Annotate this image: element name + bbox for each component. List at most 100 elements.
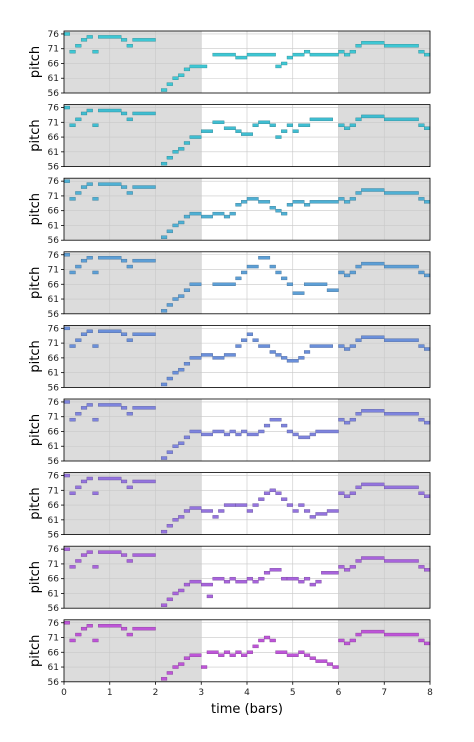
note bbox=[303, 509, 311, 513]
note bbox=[206, 594, 213, 599]
note bbox=[303, 203, 311, 207]
note bbox=[120, 258, 128, 263]
note bbox=[75, 264, 82, 269]
note bbox=[298, 650, 305, 654]
note bbox=[258, 256, 271, 260]
note bbox=[309, 52, 339, 57]
note bbox=[344, 347, 351, 351]
note bbox=[424, 420, 431, 425]
note bbox=[281, 61, 288, 66]
note bbox=[86, 329, 93, 334]
note bbox=[161, 309, 168, 313]
note bbox=[223, 214, 231, 219]
note bbox=[418, 270, 425, 275]
y-tick-label: 76 bbox=[48, 619, 60, 629]
y-axis-label: pitch bbox=[28, 193, 43, 225]
note bbox=[92, 123, 99, 127]
y-axis-label: pitch bbox=[28, 635, 43, 667]
note bbox=[269, 488, 276, 493]
y-tick-label: 61 bbox=[48, 74, 59, 84]
note bbox=[349, 491, 356, 495]
x-axis-label: time (bars) bbox=[211, 702, 283, 717]
y-tick-label: 56 bbox=[48, 310, 60, 320]
note bbox=[235, 432, 242, 437]
note bbox=[223, 650, 231, 654]
note bbox=[178, 588, 185, 593]
note bbox=[246, 332, 253, 336]
y-axis-label: pitch bbox=[28, 340, 43, 372]
panel-4: 56 61 66 71 76 pitch bbox=[28, 251, 431, 320]
panel-3: 56 61 66 71 76 pitch bbox=[28, 177, 431, 246]
note bbox=[212, 52, 236, 57]
note bbox=[252, 503, 259, 507]
note bbox=[166, 524, 173, 528]
y-tick-label: 61 bbox=[48, 148, 59, 158]
note bbox=[212, 211, 225, 216]
y-tick-label: 71 bbox=[48, 45, 59, 55]
note bbox=[275, 353, 282, 357]
x-tick-label: 8 bbox=[427, 688, 433, 698]
y-axis-label: pitch bbox=[28, 487, 43, 519]
note bbox=[298, 123, 311, 127]
note bbox=[338, 638, 345, 643]
note bbox=[229, 429, 236, 434]
y-tick-label: 76 bbox=[48, 30, 60, 40]
y-tick-label: 66 bbox=[48, 207, 60, 217]
note bbox=[424, 568, 431, 572]
y-tick-label: 76 bbox=[48, 251, 60, 261]
note bbox=[235, 203, 242, 207]
note bbox=[258, 497, 265, 501]
note bbox=[189, 653, 202, 657]
note bbox=[201, 432, 213, 437]
note bbox=[235, 650, 242, 654]
y-tick-label: 71 bbox=[48, 486, 59, 496]
note bbox=[189, 429, 202, 434]
note bbox=[223, 579, 231, 584]
note bbox=[424, 200, 431, 204]
note bbox=[189, 211, 202, 216]
panel-frame bbox=[63, 398, 431, 462]
note bbox=[355, 485, 362, 490]
y-tick-label: 71 bbox=[48, 413, 59, 423]
note bbox=[166, 376, 173, 381]
note bbox=[132, 626, 156, 631]
note bbox=[132, 406, 156, 410]
note bbox=[126, 632, 133, 637]
note bbox=[92, 270, 99, 275]
note bbox=[258, 200, 271, 204]
note bbox=[355, 559, 362, 563]
note bbox=[183, 582, 191, 587]
y-tick-label: 56 bbox=[48, 678, 60, 688]
note bbox=[384, 485, 419, 490]
note bbox=[126, 44, 133, 48]
note bbox=[126, 117, 133, 122]
note bbox=[206, 650, 219, 654]
panel-6: 56 61 66 71 76 pitch bbox=[28, 398, 431, 467]
note bbox=[201, 129, 213, 133]
note bbox=[75, 338, 82, 342]
panel-frame bbox=[63, 545, 431, 609]
note bbox=[424, 126, 431, 130]
note bbox=[86, 624, 93, 628]
note bbox=[269, 123, 276, 127]
note bbox=[86, 550, 93, 554]
note bbox=[338, 197, 345, 201]
note bbox=[275, 650, 288, 654]
note bbox=[424, 494, 431, 498]
note bbox=[269, 568, 282, 572]
note bbox=[349, 270, 356, 275]
note bbox=[172, 665, 179, 669]
y-tick-label: 71 bbox=[48, 192, 59, 202]
panel-frame bbox=[63, 251, 431, 315]
note bbox=[229, 576, 236, 581]
note bbox=[161, 235, 168, 239]
note bbox=[286, 429, 293, 434]
note bbox=[286, 653, 299, 657]
y-tick-label: 76 bbox=[48, 398, 60, 408]
y-tick-label: 76 bbox=[48, 177, 60, 187]
note bbox=[183, 509, 191, 513]
note bbox=[384, 412, 419, 416]
note bbox=[183, 214, 191, 219]
x-tick-label: 6 bbox=[336, 688, 342, 698]
note bbox=[252, 644, 259, 649]
